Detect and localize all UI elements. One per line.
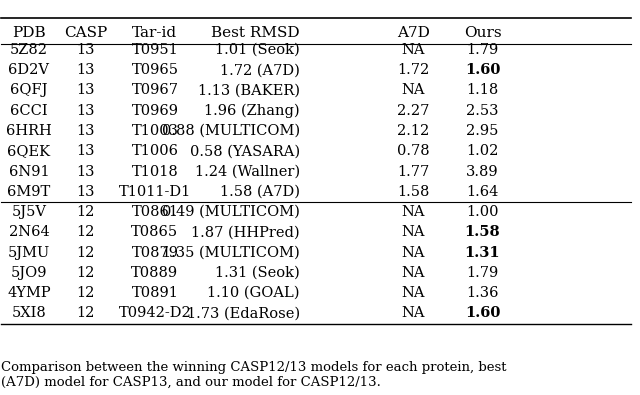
Text: 12: 12 <box>76 286 95 300</box>
Text: T1003: T1003 <box>131 124 179 138</box>
Text: 2.27: 2.27 <box>397 104 429 118</box>
Text: PDB: PDB <box>12 26 45 40</box>
Text: 0.88 (MULTICOM): 0.88 (MULTICOM) <box>162 124 300 138</box>
Text: 2.53: 2.53 <box>466 104 499 118</box>
Text: 5Z82: 5Z82 <box>10 43 48 57</box>
Text: 1.10 (GOAL): 1.10 (GOAL) <box>207 286 300 300</box>
Text: 0.49 (MULTICOM): 0.49 (MULTICOM) <box>162 205 300 219</box>
Text: 1.24 (Wallner): 1.24 (Wallner) <box>195 164 300 179</box>
Text: 1.60: 1.60 <box>465 63 500 77</box>
Text: 2.12: 2.12 <box>397 124 429 138</box>
Text: 1.79: 1.79 <box>467 43 499 57</box>
Text: 13: 13 <box>76 63 95 77</box>
Text: 6CCI: 6CCI <box>10 104 48 118</box>
Text: T0865: T0865 <box>131 225 179 239</box>
Text: 12: 12 <box>76 266 95 280</box>
Text: 5JMU: 5JMU <box>8 246 50 260</box>
Text: 1.72: 1.72 <box>397 63 429 77</box>
Text: 12: 12 <box>76 307 95 320</box>
Text: 13: 13 <box>76 144 95 158</box>
Text: 1.31: 1.31 <box>465 246 500 260</box>
Text: CASP: CASP <box>64 26 108 40</box>
Text: 2.95: 2.95 <box>467 124 499 138</box>
Text: 1.96 (Zhang): 1.96 (Zhang) <box>204 103 300 118</box>
Text: 1.18: 1.18 <box>467 83 499 98</box>
Text: 1.36: 1.36 <box>466 286 499 300</box>
Text: 13: 13 <box>76 104 95 118</box>
Text: 4YMP: 4YMP <box>7 286 51 300</box>
Text: 0.78: 0.78 <box>397 144 429 158</box>
Text: 6D2V: 6D2V <box>8 63 49 77</box>
Text: 5XI8: 5XI8 <box>12 307 46 320</box>
Text: 1.01 (Seok): 1.01 (Seok) <box>215 43 300 57</box>
Text: T0969: T0969 <box>131 104 179 118</box>
Text: 13: 13 <box>76 124 95 138</box>
Text: A7D: A7D <box>397 26 429 40</box>
Text: NA: NA <box>401 43 425 57</box>
Text: NA: NA <box>401 246 425 260</box>
Text: 13: 13 <box>76 43 95 57</box>
Text: NA: NA <box>401 266 425 280</box>
Text: 2N64: 2N64 <box>8 225 49 239</box>
Text: NA: NA <box>401 307 425 320</box>
Text: 1.02: 1.02 <box>467 144 499 158</box>
Text: 12: 12 <box>76 205 95 219</box>
Text: T0942-D2: T0942-D2 <box>118 307 191 320</box>
Text: 6HRH: 6HRH <box>6 124 52 138</box>
Text: T1018: T1018 <box>131 164 179 179</box>
Text: 1.79: 1.79 <box>467 266 499 280</box>
Text: 13: 13 <box>76 185 95 199</box>
Text: Best RMSD: Best RMSD <box>211 26 300 40</box>
Text: T1006: T1006 <box>131 144 179 158</box>
Text: T0891: T0891 <box>131 286 179 300</box>
Text: 1.13 (BAKER): 1.13 (BAKER) <box>198 83 300 98</box>
Text: 1.58: 1.58 <box>465 225 500 239</box>
Text: 13: 13 <box>76 164 95 179</box>
Text: 1.60: 1.60 <box>465 307 500 320</box>
Text: NA: NA <box>401 83 425 98</box>
Text: NA: NA <box>401 225 425 239</box>
Text: Tar-id: Tar-id <box>132 26 177 40</box>
Text: Ours: Ours <box>463 26 501 40</box>
Text: 1.64: 1.64 <box>467 185 499 199</box>
Text: 1.58 (A7D): 1.58 (A7D) <box>220 185 300 199</box>
Text: T0861: T0861 <box>131 205 179 219</box>
Text: T0879: T0879 <box>131 246 179 260</box>
Text: 6M9T: 6M9T <box>7 185 51 199</box>
Text: 1.87 (HHPred): 1.87 (HHPred) <box>191 225 300 239</box>
Text: T0967: T0967 <box>131 83 179 98</box>
Text: T1011-D1: T1011-D1 <box>119 185 191 199</box>
Text: 6QEK: 6QEK <box>7 144 51 158</box>
Text: 6N91: 6N91 <box>8 164 49 179</box>
Text: 1.00: 1.00 <box>466 205 499 219</box>
Text: 1.72 (A7D): 1.72 (A7D) <box>220 63 300 77</box>
Text: 1.58: 1.58 <box>397 185 429 199</box>
Text: 12: 12 <box>76 246 95 260</box>
Text: NA: NA <box>401 286 425 300</box>
Text: 0.58 (YASARA): 0.58 (YASARA) <box>189 144 300 158</box>
Text: 3.89: 3.89 <box>466 164 499 179</box>
Text: 1.35 (MULTICOM): 1.35 (MULTICOM) <box>162 246 300 260</box>
Text: 6QFJ: 6QFJ <box>10 83 47 98</box>
Text: T0951: T0951 <box>131 43 179 57</box>
Text: 12: 12 <box>76 225 95 239</box>
Text: 5JO9: 5JO9 <box>11 266 47 280</box>
Text: 1.31 (Seok): 1.31 (Seok) <box>215 266 300 280</box>
Text: 1.77: 1.77 <box>397 164 429 179</box>
Text: NA: NA <box>401 205 425 219</box>
Text: T0889: T0889 <box>131 266 179 280</box>
Text: T0965: T0965 <box>131 63 179 77</box>
Text: 5J5V: 5J5V <box>12 205 47 219</box>
Text: 13: 13 <box>76 83 95 98</box>
Text: Comparison between the winning CASP12/13 models for each protein, best
(A7D) mod: Comparison between the winning CASP12/13… <box>1 361 506 389</box>
Text: 1.73 (EdaRose): 1.73 (EdaRose) <box>187 307 300 320</box>
